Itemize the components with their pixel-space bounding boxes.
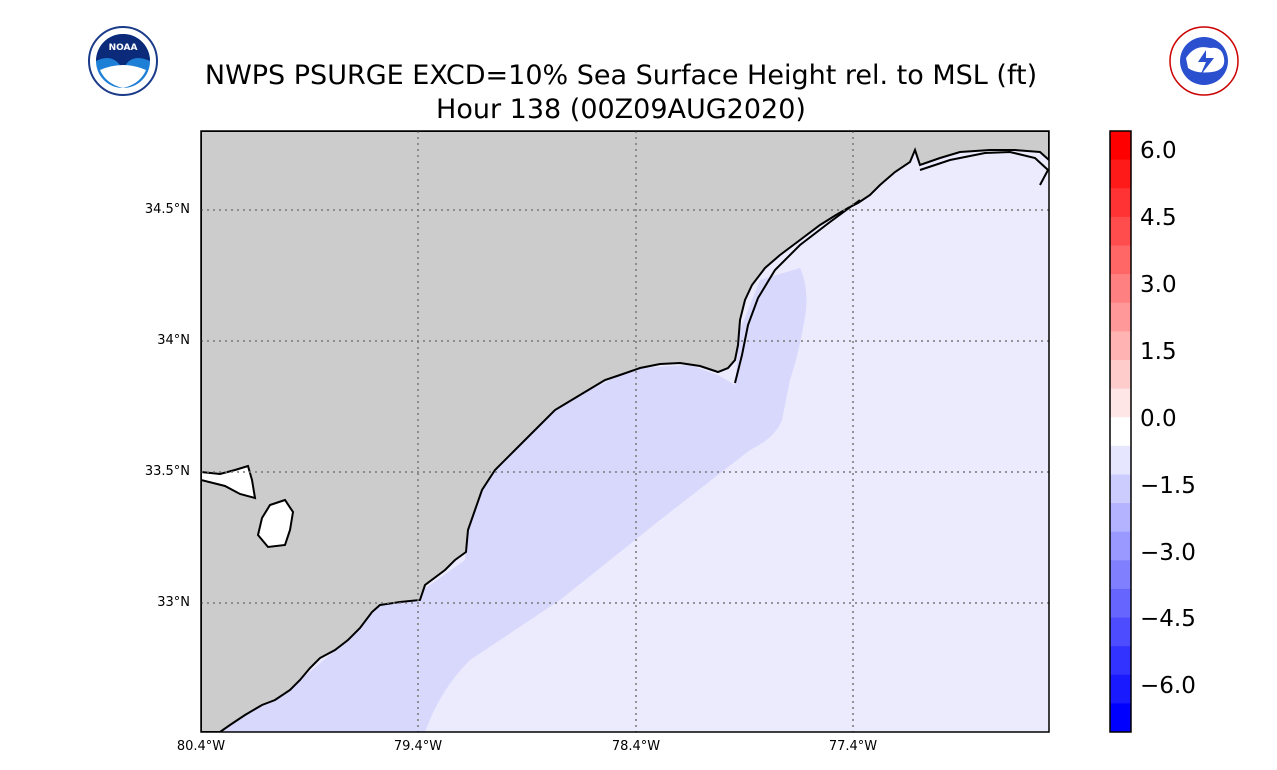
colorbar-swatch: [1110, 216, 1131, 246]
colorbar-swatch: [1110, 560, 1131, 590]
colorbar-swatch: [1110, 417, 1131, 447]
map-frame: [200, 130, 1050, 733]
colorbar-swatch: [1110, 359, 1131, 390]
land-area: [201, 131, 1049, 732]
colorbar-swatch: [1110, 188, 1131, 218]
colorbar-swatch: [1110, 302, 1131, 332]
colorbar-swatch: [1110, 245, 1131, 275]
colorbar-label: −6.0: [1140, 673, 1196, 699]
lon-label: 78.4°W: [611, 739, 661, 754]
colorbar-swatch: [1110, 445, 1131, 475]
noaa-logo-text: NOAA: [109, 43, 138, 53]
colorbar-swatch: [1110, 588, 1131, 619]
colorbar-swatch: [1110, 646, 1131, 676]
barrier-island: [734, 199, 861, 384]
colorbar: [1110, 131, 1131, 733]
noaa-logo-icon: NOAA: [88, 26, 158, 96]
colorbar-label: −4.5: [1140, 606, 1196, 632]
map-title: NWPS PSURGE EXCD=10% Sea Surface Height …: [204, 60, 1038, 91]
graticule: [201, 131, 1049, 732]
colorbar-swatch: [1110, 617, 1131, 647]
colorbar-label: 0.0: [1140, 406, 1177, 432]
colorbar-swatch: [1110, 159, 1131, 189]
lon-label: 80.4°W: [176, 739, 226, 754]
lat-label: 33.5°N: [144, 464, 190, 479]
colorbar-label: −1.5: [1140, 473, 1196, 499]
lat-label: 34°N: [157, 333, 190, 348]
colorbar-label: −3.0: [1140, 540, 1196, 566]
colorbar-swatch: [1110, 274, 1131, 304]
colorbar-label: 3.0: [1140, 272, 1177, 298]
map-subtitle: Hour 138 (00Z09AUG2020): [436, 94, 806, 125]
nws-logo-icon: [1169, 26, 1239, 96]
colorbar-swatch: [1110, 531, 1131, 561]
colorbar-frame: [1109, 130, 1132, 733]
lat-label: 34.5°N: [144, 202, 190, 217]
lat-label: 33°N: [157, 595, 190, 610]
colorbar-swatch: [1110, 503, 1131, 533]
colorbar-label: 1.5: [1140, 339, 1177, 365]
colorbar-swatch: [1110, 474, 1131, 504]
inland-lake: [201, 464, 257, 500]
colorbar-label: 6.0: [1140, 138, 1177, 164]
colorbar-swatch: [1110, 388, 1131, 418]
colorbar-swatch: [1110, 674, 1131, 704]
lon-label: 77.4°W: [828, 739, 878, 754]
colorbar-swatch: [1110, 703, 1131, 733]
colorbar-swatch: [1110, 331, 1131, 361]
colorbar-label: 4.5: [1140, 205, 1177, 231]
barrier-island: [919, 150, 1049, 186]
ocean-zone-minus-1-5: [201, 268, 807, 732]
lon-label: 79.4°W: [393, 739, 443, 754]
inland-lake: [256, 498, 295, 549]
colorbar-swatch: [1110, 131, 1131, 161]
